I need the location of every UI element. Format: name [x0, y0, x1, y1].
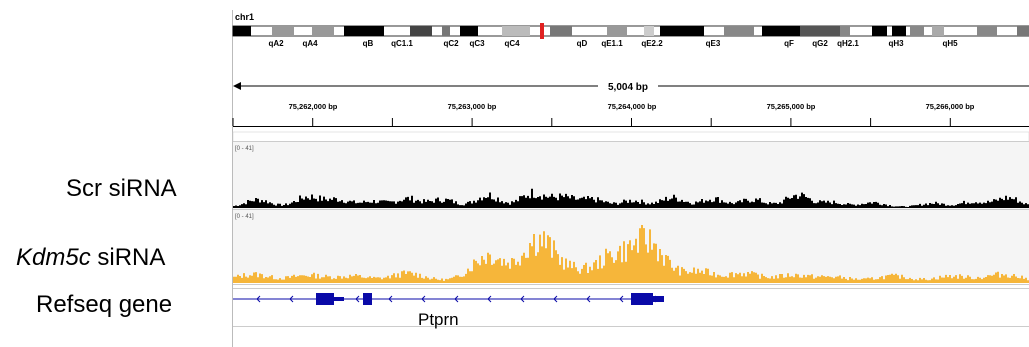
ideogram-band — [460, 26, 478, 36]
gene-exon — [631, 293, 653, 305]
track-label-refseq-gene: Refseq gene — [36, 291, 173, 318]
gene-utr — [653, 296, 664, 302]
ideogram-band — [872, 26, 887, 36]
region-span-label: 5,004 bp — [608, 82, 648, 93]
ideogram-band — [550, 26, 572, 36]
ideogram-band — [233, 26, 251, 36]
ideogram-band-label: qD — [577, 39, 588, 48]
ruler-tick-label: 75,264,000 bp — [608, 102, 657, 111]
gene-symbol-kdm5c: Kdm5c — [16, 244, 91, 271]
ideogram-band — [1017, 26, 1029, 36]
ideogram-band-label: qE1.1 — [601, 39, 623, 48]
ideogram-band-label: qH2.1 — [837, 39, 859, 48]
gene-name-label: Ptprn — [418, 310, 459, 329]
strand-direction-arrow — [421, 295, 426, 303]
ideogram-band — [344, 26, 384, 36]
strand-direction-arrow — [322, 295, 327, 303]
ideogram-band — [660, 26, 704, 36]
ideogram-band — [607, 26, 627, 36]
strand-direction-arrow — [586, 295, 591, 303]
gene-exon — [316, 293, 334, 305]
strand-direction-arrow — [520, 295, 525, 303]
position-ruler: 75,262,000 bp 75,263,000 bp 75,264,000 bp 7… — [232, 102, 1029, 127]
ideogram-band — [644, 26, 654, 36]
kdm5c-coverage-plot — [233, 225, 1029, 283]
ideogram-band-label: qH5 — [942, 39, 958, 48]
ruler-tick-label: 75,265,000 bp — [767, 102, 816, 111]
ideogram-band — [312, 26, 334, 36]
ideogram-band — [977, 26, 997, 36]
ideogram-band — [272, 26, 294, 36]
ideogram-band — [502, 26, 530, 36]
ideogram-band-label: qE3 — [706, 39, 721, 48]
ideogram-band-label: qA2 — [268, 39, 284, 48]
ideogram-band-label: qC2 — [443, 39, 459, 48]
scr-sirna-track[interactable]: [0 - 41] — [233, 141, 1029, 210]
strand-direction-arrow — [256, 295, 261, 303]
current-region-marker — [540, 23, 544, 39]
region-span-indicator: 5,004 bp — [233, 82, 1029, 93]
chromosome-ideogram[interactable] — [232, 23, 1029, 39]
ideogram-band — [800, 26, 840, 36]
track-label-scr-sirna: Scr siRNA — [66, 175, 177, 202]
ideogram-band — [724, 26, 754, 36]
gene-exon — [363, 293, 372, 305]
ideogram-band — [840, 26, 850, 36]
strand-direction-arrow — [553, 295, 558, 303]
ideogram-band-label: qA4 — [302, 39, 318, 48]
chromosome-name: chr1 — [235, 12, 254, 22]
track-label-sirna-suffix: siRNA — [90, 244, 166, 271]
ideogram-band-label: qE2.2 — [641, 39, 663, 48]
ruler-tick-label: 75,263,000 bp — [448, 102, 497, 111]
refseq-gene-track[interactable]: Ptprn — [233, 284, 1029, 347]
kdm5c-track-range: [0 - 41] — [235, 214, 254, 220]
strand-direction-arrow — [388, 295, 393, 303]
ideogram-band — [932, 26, 944, 36]
strand-direction-arrow — [454, 295, 459, 303]
ptprn-gene-model[interactable] — [233, 293, 664, 305]
ideogram-band-label: qC4 — [504, 39, 520, 48]
track-background — [233, 142, 1029, 209]
ideogram-band — [442, 26, 450, 36]
track-separator — [232, 131, 1029, 143]
scr-coverage-plot — [233, 188, 1029, 208]
track-label-kdm5c-sirna: Kdm5c siRNA — [16, 244, 165, 272]
strand-direction-arrow — [355, 295, 360, 303]
ideogram-band-label: qC3 — [469, 39, 485, 48]
ideogram-band — [892, 26, 906, 36]
scr-track-range: [0 - 41] — [235, 146, 254, 152]
kdm5c-sirna-track[interactable]: [0 - 41] — [233, 209, 1029, 284]
strand-direction-arrow — [652, 295, 657, 303]
ideogram-band — [910, 26, 924, 36]
ideogram-band-label: qC1.1 — [391, 39, 413, 48]
strand-direction-arrow — [289, 295, 294, 303]
ideogram-band-label: qH3 — [888, 39, 904, 48]
ideogram-band-label: qG2 — [812, 39, 828, 48]
ideogram-band-label: qB — [363, 39, 374, 48]
genome-browser-panel[interactable]: chr1 qA2 qA4 qB qC1.1 qC2 qC3 qC4 qD qE1.1 qE2.2 q… — [232, 0, 1029, 347]
ideogram-band-label: qF — [784, 39, 794, 48]
strand-direction-arrow — [487, 295, 492, 303]
ideogram-band — [762, 26, 800, 36]
ideogram-band — [410, 26, 432, 36]
ruler-tick-label: 75,262,000 bp — [289, 102, 338, 111]
gene-utr — [334, 297, 344, 301]
ruler-tick-label: 75,266,000 bp — [926, 102, 975, 111]
strand-direction-arrow — [619, 295, 624, 303]
